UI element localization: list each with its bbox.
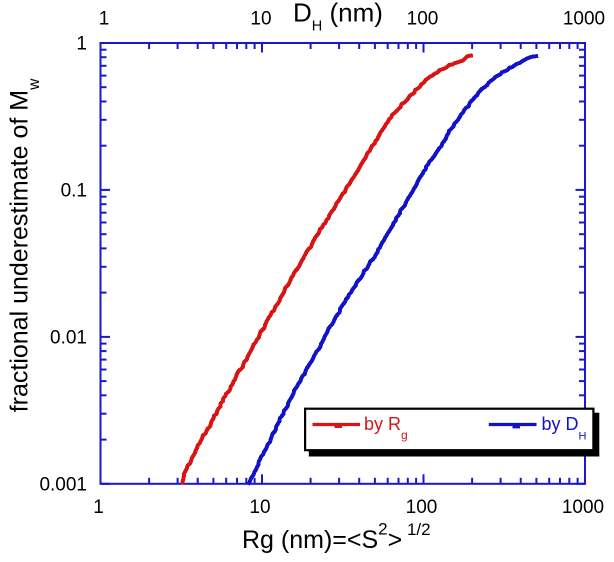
svg-text:10: 10: [250, 9, 271, 30]
svg-text:10: 10: [249, 497, 270, 518]
svg-text:100: 100: [406, 497, 438, 518]
svg-text:Rg (nm)=<S2> 1/2: Rg (nm)=<S2> 1/2: [242, 520, 431, 555]
svg-text:1: 1: [76, 34, 87, 55]
svg-text:0.01: 0.01: [50, 327, 87, 348]
svg-text:1000: 1000: [563, 9, 605, 30]
svg-text:1: 1: [93, 497, 104, 518]
svg-text:100: 100: [407, 9, 439, 30]
svg-text:0.001: 0.001: [39, 474, 87, 495]
svg-text:0.1: 0.1: [61, 180, 87, 201]
svg-text:1: 1: [99, 9, 110, 30]
svg-text:1000: 1000: [562, 497, 604, 518]
